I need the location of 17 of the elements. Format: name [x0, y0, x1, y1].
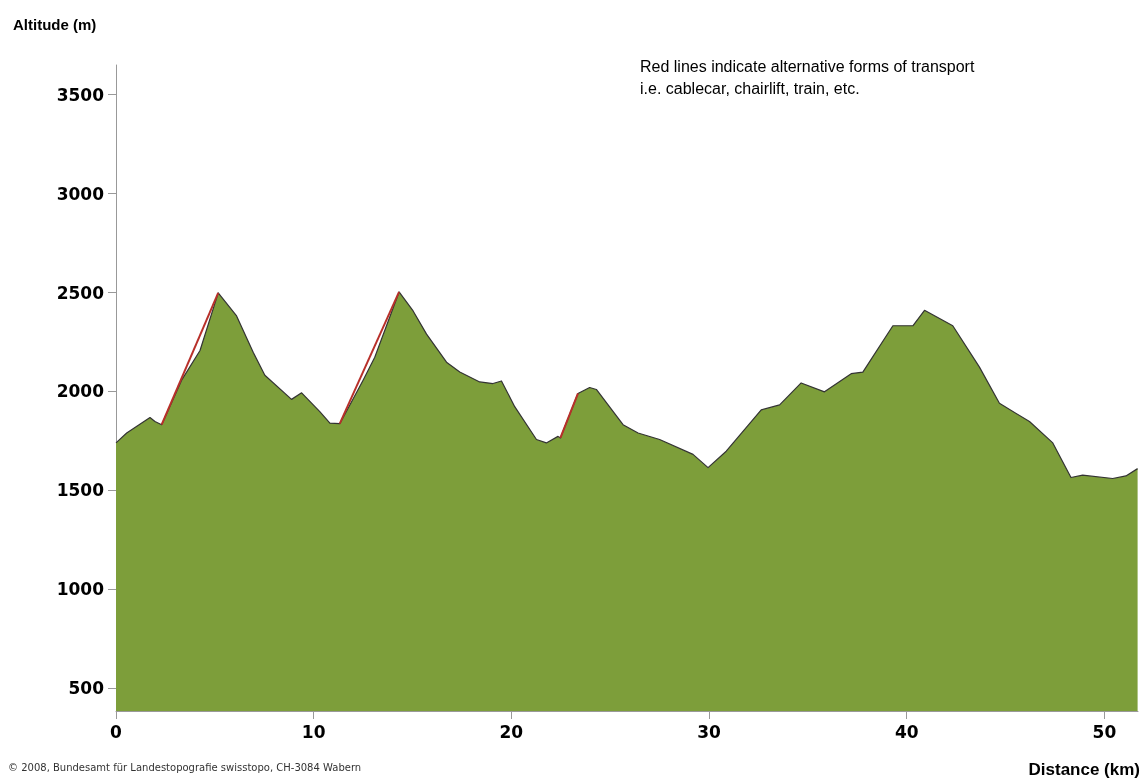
annotation: Red lines indicate alternative forms of transport i.e. cablecar, chairlift, train, etc. — [640, 57, 975, 97]
x-tick-label: 10 — [301, 721, 326, 742]
y-tick-label: 3500 — [56, 84, 105, 105]
text: © 2008, Bundesamt für Landestopografie swisstopo, CH-3084 Wabern — [8, 761, 362, 773]
y-tick-label: 2500 — [56, 282, 105, 303]
x-tick-label: 40 — [894, 721, 919, 742]
x-tick-label: 0 — [110, 721, 123, 742]
y-tick-label: 500 — [68, 678, 105, 699]
y-tick-label: 1000 — [56, 579, 105, 600]
y-tick-label: 1500 — [56, 480, 105, 501]
x-tick-label: 50 — [1092, 721, 1117, 742]
x-tick-label: 20 — [499, 721, 524, 742]
y-tick-label: 2000 — [56, 381, 105, 402]
x-tick-label: 30 — [697, 721, 722, 742]
y-tick-label: 3000 — [56, 183, 105, 204]
x-axis-title: Distance (km) — [1028, 760, 1140, 778]
y-axis-title: Altitude (m) — [13, 16, 97, 33]
